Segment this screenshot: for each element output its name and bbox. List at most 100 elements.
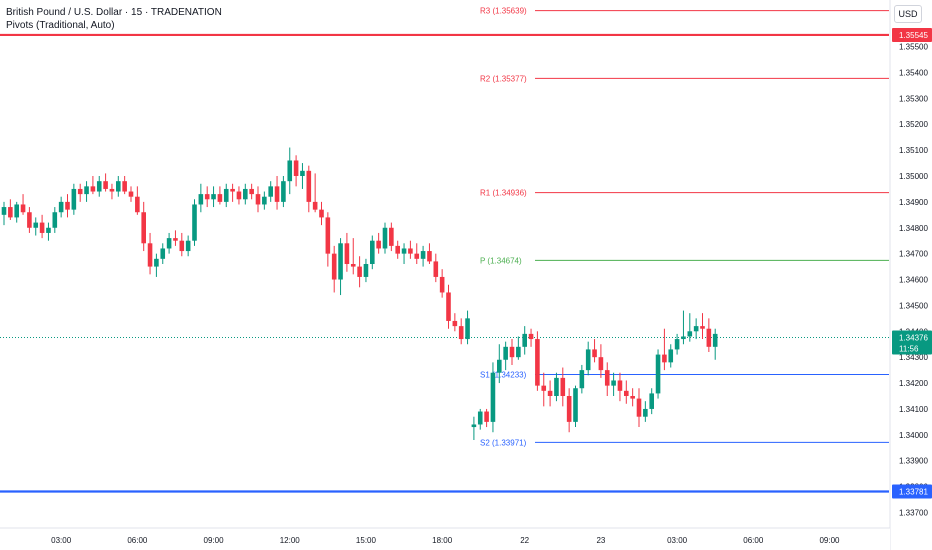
candle-body	[560, 377, 566, 396]
candle-65	[414, 243, 420, 264]
candle-17	[109, 183, 115, 200]
candle-body	[71, 188, 77, 210]
candle-87	[554, 372, 559, 402]
candle-body	[566, 396, 572, 422]
candle-43	[274, 176, 280, 210]
candlesticks	[1, 147, 718, 440]
y-tick-label-19: 1.33700	[899, 508, 928, 517]
candle-56	[357, 256, 362, 288]
candle-body	[281, 181, 286, 202]
candle-38	[243, 183, 248, 205]
candle-78	[497, 344, 502, 384]
candle-body	[541, 385, 547, 391]
candle-body	[160, 248, 166, 259]
candle-body	[293, 160, 299, 176]
candle-body	[147, 243, 153, 267]
indicator-label[interactable]: Pivots (Traditional, Auto)	[6, 20, 115, 31]
candle-body	[230, 188, 235, 192]
candle-46	[293, 155, 299, 187]
candle-26	[166, 232, 172, 254]
candle-81	[516, 336, 521, 360]
candle-body	[300, 170, 305, 176]
candle-body	[547, 390, 553, 396]
candle-body	[90, 186, 96, 192]
candle-body	[554, 377, 559, 396]
candle-79	[503, 341, 508, 371]
candle-body	[662, 354, 667, 363]
price-axis-bg	[890, 0, 932, 550]
candle-body	[490, 372, 496, 422]
prev-pivot-tag-label-1: 1.33781	[899, 488, 928, 497]
candle-body	[306, 170, 312, 202]
candle-body	[223, 188, 229, 202]
candle-body	[344, 243, 350, 264]
candle-body	[497, 359, 502, 373]
candle-66	[420, 245, 426, 267]
candle-body	[376, 240, 381, 249]
candle-body	[649, 393, 654, 409]
candle-62	[395, 240, 400, 259]
candle-21	[135, 186, 140, 215]
y-tick-label-15: 1.34100	[899, 405, 928, 414]
candle-body	[185, 240, 191, 252]
x-tick-label-2: 09:00	[204, 536, 225, 545]
currency-button[interactable]: USD	[894, 5, 922, 23]
candle-body	[312, 201, 318, 210]
y-tick-label-5: 1.35100	[899, 146, 928, 155]
symbol-title[interactable]: British Pound / U.S. Dollar · 15 · TRADE…	[6, 7, 222, 18]
candle-83	[528, 328, 534, 347]
candle-97	[617, 372, 623, 402]
candle-11	[71, 183, 77, 215]
candle-body	[350, 264, 356, 267]
candle-body	[77, 188, 83, 195]
candle-64	[408, 240, 413, 259]
candle-5	[33, 217, 39, 236]
candle-body	[579, 370, 585, 389]
candle-body	[84, 186, 89, 195]
candle-106	[674, 333, 680, 355]
candle-70	[446, 284, 451, 329]
candle-29	[185, 235, 191, 257]
y-tick-label-3: 1.35300	[899, 94, 928, 103]
candle-3	[20, 194, 26, 215]
candle-body	[122, 181, 127, 192]
candle-body	[166, 238, 172, 249]
candle-body	[255, 194, 261, 205]
x-tick-label-4: 15:00	[356, 536, 377, 545]
candle-76	[484, 408, 489, 428]
candle-body	[528, 333, 534, 340]
candle-102	[649, 388, 654, 415]
candle-23	[147, 232, 153, 275]
candle-8	[52, 207, 58, 233]
candle-body	[585, 349, 591, 371]
x-tick-label-8: 03:00	[667, 536, 688, 545]
candle-body	[693, 326, 699, 332]
candle-body	[446, 292, 451, 321]
candle-103	[655, 349, 661, 399]
candle-18	[116, 176, 121, 197]
candle-body	[268, 186, 273, 197]
candle-73	[465, 310, 470, 345]
candle-6	[39, 214, 45, 239]
candle-body	[452, 320, 458, 327]
candle-104	[662, 328, 667, 371]
candle-body	[8, 207, 13, 218]
candle-91	[579, 364, 585, 394]
candle-45	[287, 147, 293, 195]
candle-33	[211, 186, 216, 208]
candle-59	[376, 232, 381, 254]
candle-36	[230, 183, 235, 202]
y-tick-label-6: 1.35000	[899, 172, 928, 181]
candle-80	[509, 339, 515, 365]
candle-body	[338, 243, 343, 280]
candle-60	[382, 222, 388, 254]
candle-57	[363, 258, 369, 283]
chart-legend: British Pound / U.S. Dollar · 15 · TRADE…	[6, 6, 222, 32]
candle-body	[465, 318, 470, 340]
candle-body	[204, 194, 210, 200]
candle-110	[700, 313, 705, 340]
candle-109	[693, 318, 699, 340]
candle-body	[173, 238, 178, 241]
prev-pivot-tag-0	[892, 27, 932, 42]
